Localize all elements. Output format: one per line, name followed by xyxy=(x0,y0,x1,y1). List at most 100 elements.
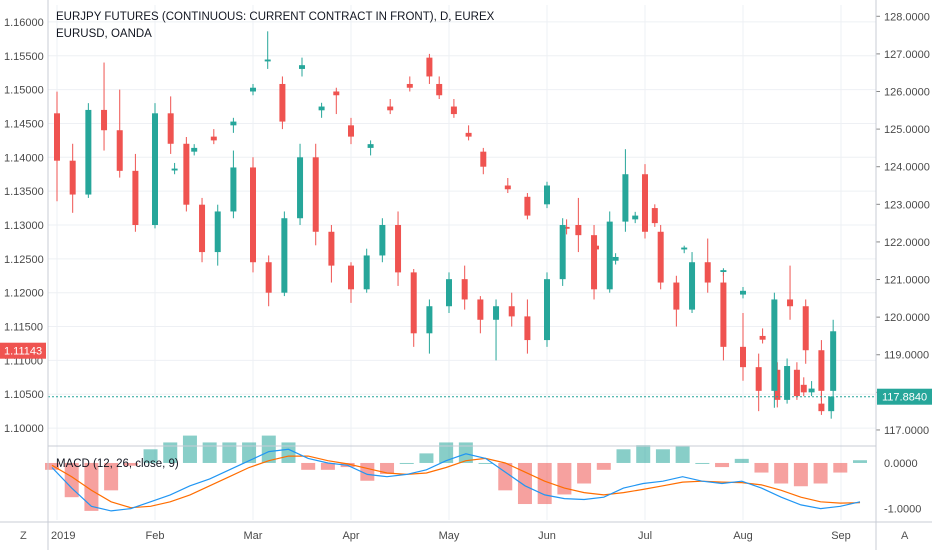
current-right-badge xyxy=(877,388,932,405)
eurusd-candle xyxy=(559,225,566,280)
eurjpy-candle xyxy=(465,132,472,137)
macd-histogram-bar xyxy=(853,460,867,463)
right-tick-label: 125.0000 xyxy=(884,124,930,136)
right-tick-label: 119.0000 xyxy=(884,350,929,362)
time-tick-label: Apr xyxy=(342,530,359,542)
macd-signal-line xyxy=(51,455,861,509)
chart-title: EURJPY FUTURES (CONTINUOUS: CURRENT CONT… xyxy=(56,11,495,23)
macd-histogram-bar xyxy=(222,442,237,463)
eurusd-candle xyxy=(755,367,762,391)
macd-histogram-bar xyxy=(163,442,178,463)
macd-histogram-bar xyxy=(813,462,828,484)
eurjpy-candle xyxy=(348,125,354,137)
macd-histogram-bar xyxy=(419,453,434,463)
eurjpy-candle xyxy=(210,136,217,141)
left-tick-label: 1.14000 xyxy=(4,152,44,164)
eurjpy-candle xyxy=(828,396,835,412)
eurusd-candle xyxy=(720,282,727,347)
eurusd-candle xyxy=(312,157,319,232)
eurjpy-candle xyxy=(632,215,639,220)
eurjpy-candle xyxy=(250,87,256,92)
eurusd-candle xyxy=(591,235,598,290)
left-tick-label: 1.10000 xyxy=(4,423,44,435)
auto-scale-right-button[interactable]: A xyxy=(901,530,909,542)
eurusd-candle xyxy=(771,299,778,391)
eurusd-candle xyxy=(740,346,746,368)
eurusd-candle xyxy=(183,143,190,205)
eurjpy-candle xyxy=(191,147,198,152)
macd-histogram-bar xyxy=(261,435,276,463)
macd-histogram-bar xyxy=(616,449,631,463)
macd-tick-label: -1.0000 xyxy=(884,504,921,516)
eurjpy-candle xyxy=(612,256,619,261)
eurusd-candle xyxy=(101,109,108,131)
eurjpy-candle xyxy=(504,185,511,190)
left-price-axis[interactable]: 1.16000 1.15500 1.15000 1.14500 1.14000 1.135… xyxy=(0,17,46,435)
auto-scale-left-button[interactable]: Z xyxy=(20,530,27,542)
eurjpy-candle xyxy=(651,208,658,224)
eurjpy-candle xyxy=(299,65,305,69)
eurusd-candle xyxy=(250,167,256,263)
eurjpy-candle xyxy=(800,384,807,393)
left-tick-label: 1.10500 xyxy=(4,389,44,401)
eurjpy-candle xyxy=(784,366,791,400)
right-tick-label: 117.0000 xyxy=(884,425,929,437)
eurusd-candle xyxy=(787,299,794,307)
eurusd-candle xyxy=(281,218,288,293)
eurjpy-candle xyxy=(367,144,374,148)
eurusd-candle xyxy=(214,211,221,253)
eurusd-candle xyxy=(328,231,335,266)
eurusd-candle xyxy=(230,167,237,212)
left-tick-label: 1.14500 xyxy=(4,118,44,130)
eurusd-candle xyxy=(493,306,500,320)
chart-secondary-label: EURUSD, OANDA xyxy=(56,28,152,40)
right-tick-label: 124.0000 xyxy=(884,162,930,174)
eurusd-candle xyxy=(265,262,272,293)
time-tick-label: Aug xyxy=(733,530,753,542)
macd-tick-label: 0.0000 xyxy=(884,458,918,470)
eurjpy-candle xyxy=(563,226,570,229)
left-tick-label: 1.12500 xyxy=(4,254,44,266)
left-tick-label: 1.11500 xyxy=(4,322,43,334)
macd-histogram-bar xyxy=(636,445,651,463)
eurusd-candle xyxy=(657,231,664,283)
eurusd-candle xyxy=(297,157,304,219)
right-tick-label: 128.0000 xyxy=(884,11,930,23)
eurjpy-candle xyxy=(426,57,433,77)
right-tick-label: 127.0000 xyxy=(884,49,930,61)
macd-histogram-bar xyxy=(182,435,197,463)
macd-histogram-bar xyxy=(734,458,749,463)
time-tick-label: Jul xyxy=(638,530,652,542)
right-tick-label: 120.0000 xyxy=(884,312,930,324)
macd-histogram-bar xyxy=(399,462,414,464)
macd-histogram-bar xyxy=(242,442,257,463)
left-tick-label: 1.13000 xyxy=(4,220,44,232)
eurusd-candle xyxy=(673,282,680,310)
eurjpy-candle xyxy=(759,335,766,340)
time-axis[interactable]: 2019 Feb Mar Apr May Jun Jul Aug Sep xyxy=(51,530,851,542)
eurusd-candle xyxy=(85,109,92,195)
right-price-axis[interactable]: 128.0000 127.0000 126.0000 125.0000 124.0000… xyxy=(876,11,932,516)
macd-histogram-bar xyxy=(320,462,335,470)
eurusd-candle xyxy=(395,225,402,273)
macd-histogram-bar xyxy=(715,462,730,468)
eurusd-candle xyxy=(818,350,825,391)
current-right-label: 117.8840 xyxy=(882,392,927,404)
macd-histogram-bar xyxy=(458,442,473,463)
macd-histogram-bar xyxy=(793,462,808,487)
right-tick-label: 126.0000 xyxy=(884,86,930,98)
eurjpy-candle xyxy=(230,121,237,126)
right-tick-label: 123.0000 xyxy=(884,199,930,211)
eurjpy-candle xyxy=(681,247,688,250)
time-tick-label: Jun xyxy=(538,530,556,542)
eurusd-candle xyxy=(167,113,174,144)
eurusd-candle xyxy=(426,306,433,334)
eurusd-candle xyxy=(606,221,613,290)
macd-pane xyxy=(45,435,867,512)
eurjpy-candle xyxy=(808,388,815,393)
macd-histogram-bar xyxy=(301,462,316,470)
macd-histogram-bar xyxy=(498,462,513,491)
macd-histogram-bar xyxy=(380,462,395,474)
eurusd-candle xyxy=(348,265,354,290)
